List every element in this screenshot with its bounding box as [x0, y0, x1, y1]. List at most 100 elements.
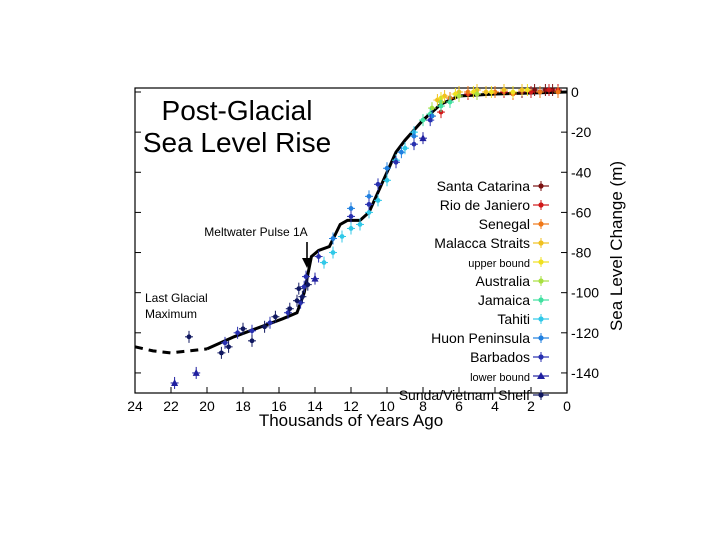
data-point: [471, 89, 476, 95]
data-point: [419, 134, 427, 142]
x-tick-label: 22: [163, 398, 179, 414]
data-point: [483, 89, 489, 95]
x-tick-label: 20: [199, 398, 215, 414]
data-point: [393, 159, 399, 165]
annotation-last-glacial-line2: Maximum: [145, 307, 197, 321]
data-point: [435, 97, 440, 103]
annotation-meltwater-arrow: [302, 242, 312, 268]
x-tick-label: 14: [307, 398, 323, 414]
data-point: [330, 250, 336, 255]
data-point: [219, 350, 224, 356]
data-point: [411, 141, 417, 147]
data-point: [294, 298, 300, 304]
data-point: [427, 117, 433, 123]
fit-curve-dashed: [134, 345, 208, 355]
data-point: [330, 236, 336, 241]
data-point: [249, 328, 255, 334]
data-point: [287, 306, 293, 312]
legend-swatch-marker: [538, 316, 544, 322]
data-point: [375, 181, 381, 187]
data-point: [240, 326, 246, 332]
data-point: [171, 378, 179, 386]
data-point: [366, 201, 372, 207]
data-point: [525, 87, 530, 93]
data-point: [546, 87, 552, 93]
legend: Santa Catarina Rio de Janiero Senegal Malac…: [399, 178, 549, 403]
series-jamaica: [419, 96, 454, 127]
legend-label: Huon Peninsula: [431, 330, 530, 346]
data-point: [537, 89, 543, 95]
x-tick-label: 12: [343, 398, 359, 414]
data-point: [348, 226, 354, 231]
data-point: [429, 113, 435, 119]
series-sunda-vietnam-shelf: [185, 278, 312, 359]
data-point: [303, 274, 309, 280]
data-point: [384, 177, 390, 183]
x-tick-label: 18: [235, 398, 251, 414]
data-point: [474, 91, 480, 97]
y-tick-label: -80: [571, 245, 591, 261]
data-point: [438, 103, 444, 109]
x-tick-label: 10: [379, 398, 395, 414]
chart-title: Post-Glacial: [162, 95, 313, 126]
y-tick-label: -20: [571, 124, 591, 140]
data-point: [226, 344, 232, 350]
data-point: [300, 294, 305, 300]
series-australia: [428, 88, 481, 115]
x-tick-label: 0: [563, 398, 571, 414]
x-tick-label: 2: [527, 398, 535, 414]
data-point: [192, 368, 200, 376]
data-point: [305, 282, 311, 288]
data-point: [285, 310, 291, 316]
data-point: [420, 117, 426, 123]
data-point: [384, 165, 390, 171]
data-point: [501, 87, 507, 93]
legend-label: Australia: [476, 273, 531, 289]
legend-label: Jamaica: [478, 292, 530, 308]
data-point: [411, 133, 417, 139]
data-point: [465, 89, 471, 95]
x-tick-label: 16: [271, 398, 287, 414]
legend-swatch-marker: [538, 183, 544, 189]
x-tick-label: 8: [419, 398, 427, 414]
data-point: [348, 214, 354, 219]
data-point: [442, 93, 447, 99]
data-point: [262, 324, 267, 330]
legend-label: Senegal: [479, 216, 530, 232]
x-tick-label: 6: [455, 398, 463, 414]
legend-swatch-marker: [538, 297, 544, 303]
legend-swatch-marker: [538, 392, 544, 398]
data-point: [357, 222, 363, 227]
data-point: [366, 193, 372, 199]
data-point: [301, 284, 307, 290]
data-point: [222, 340, 228, 346]
data-point: [456, 93, 462, 99]
data-point: [375, 197, 381, 203]
x-tick-label: 24: [127, 398, 143, 414]
series-lower-bound: [170, 132, 427, 389]
legend-swatch-marker: [538, 335, 544, 341]
legend-swatch-marker: [538, 221, 544, 227]
legend-swatch-marker: [538, 278, 544, 284]
data-point: [339, 234, 345, 239]
annotation-last-glacial-line1: Last Glacial: [145, 291, 208, 305]
data-point: [273, 314, 278, 320]
data-point: [453, 91, 458, 97]
legend-label: Santa Catarina: [437, 178, 531, 194]
data-point: [186, 334, 192, 340]
y-tick-label: -40: [571, 164, 591, 180]
data-point: [348, 205, 354, 211]
legend-swatch-marker: [537, 372, 545, 379]
data-point: [402, 145, 408, 151]
y-tick-label: 0: [571, 84, 579, 100]
data-point: [532, 87, 537, 93]
data-point: [510, 89, 516, 95]
series-huon-peninsula: [329, 110, 436, 245]
data-point: [249, 338, 255, 344]
legend-label: Barbados: [470, 349, 530, 365]
y-tick-label: -120: [571, 325, 599, 341]
data-point: [429, 105, 435, 111]
data-point: [267, 320, 273, 326]
legend-swatch-marker: [538, 354, 544, 360]
